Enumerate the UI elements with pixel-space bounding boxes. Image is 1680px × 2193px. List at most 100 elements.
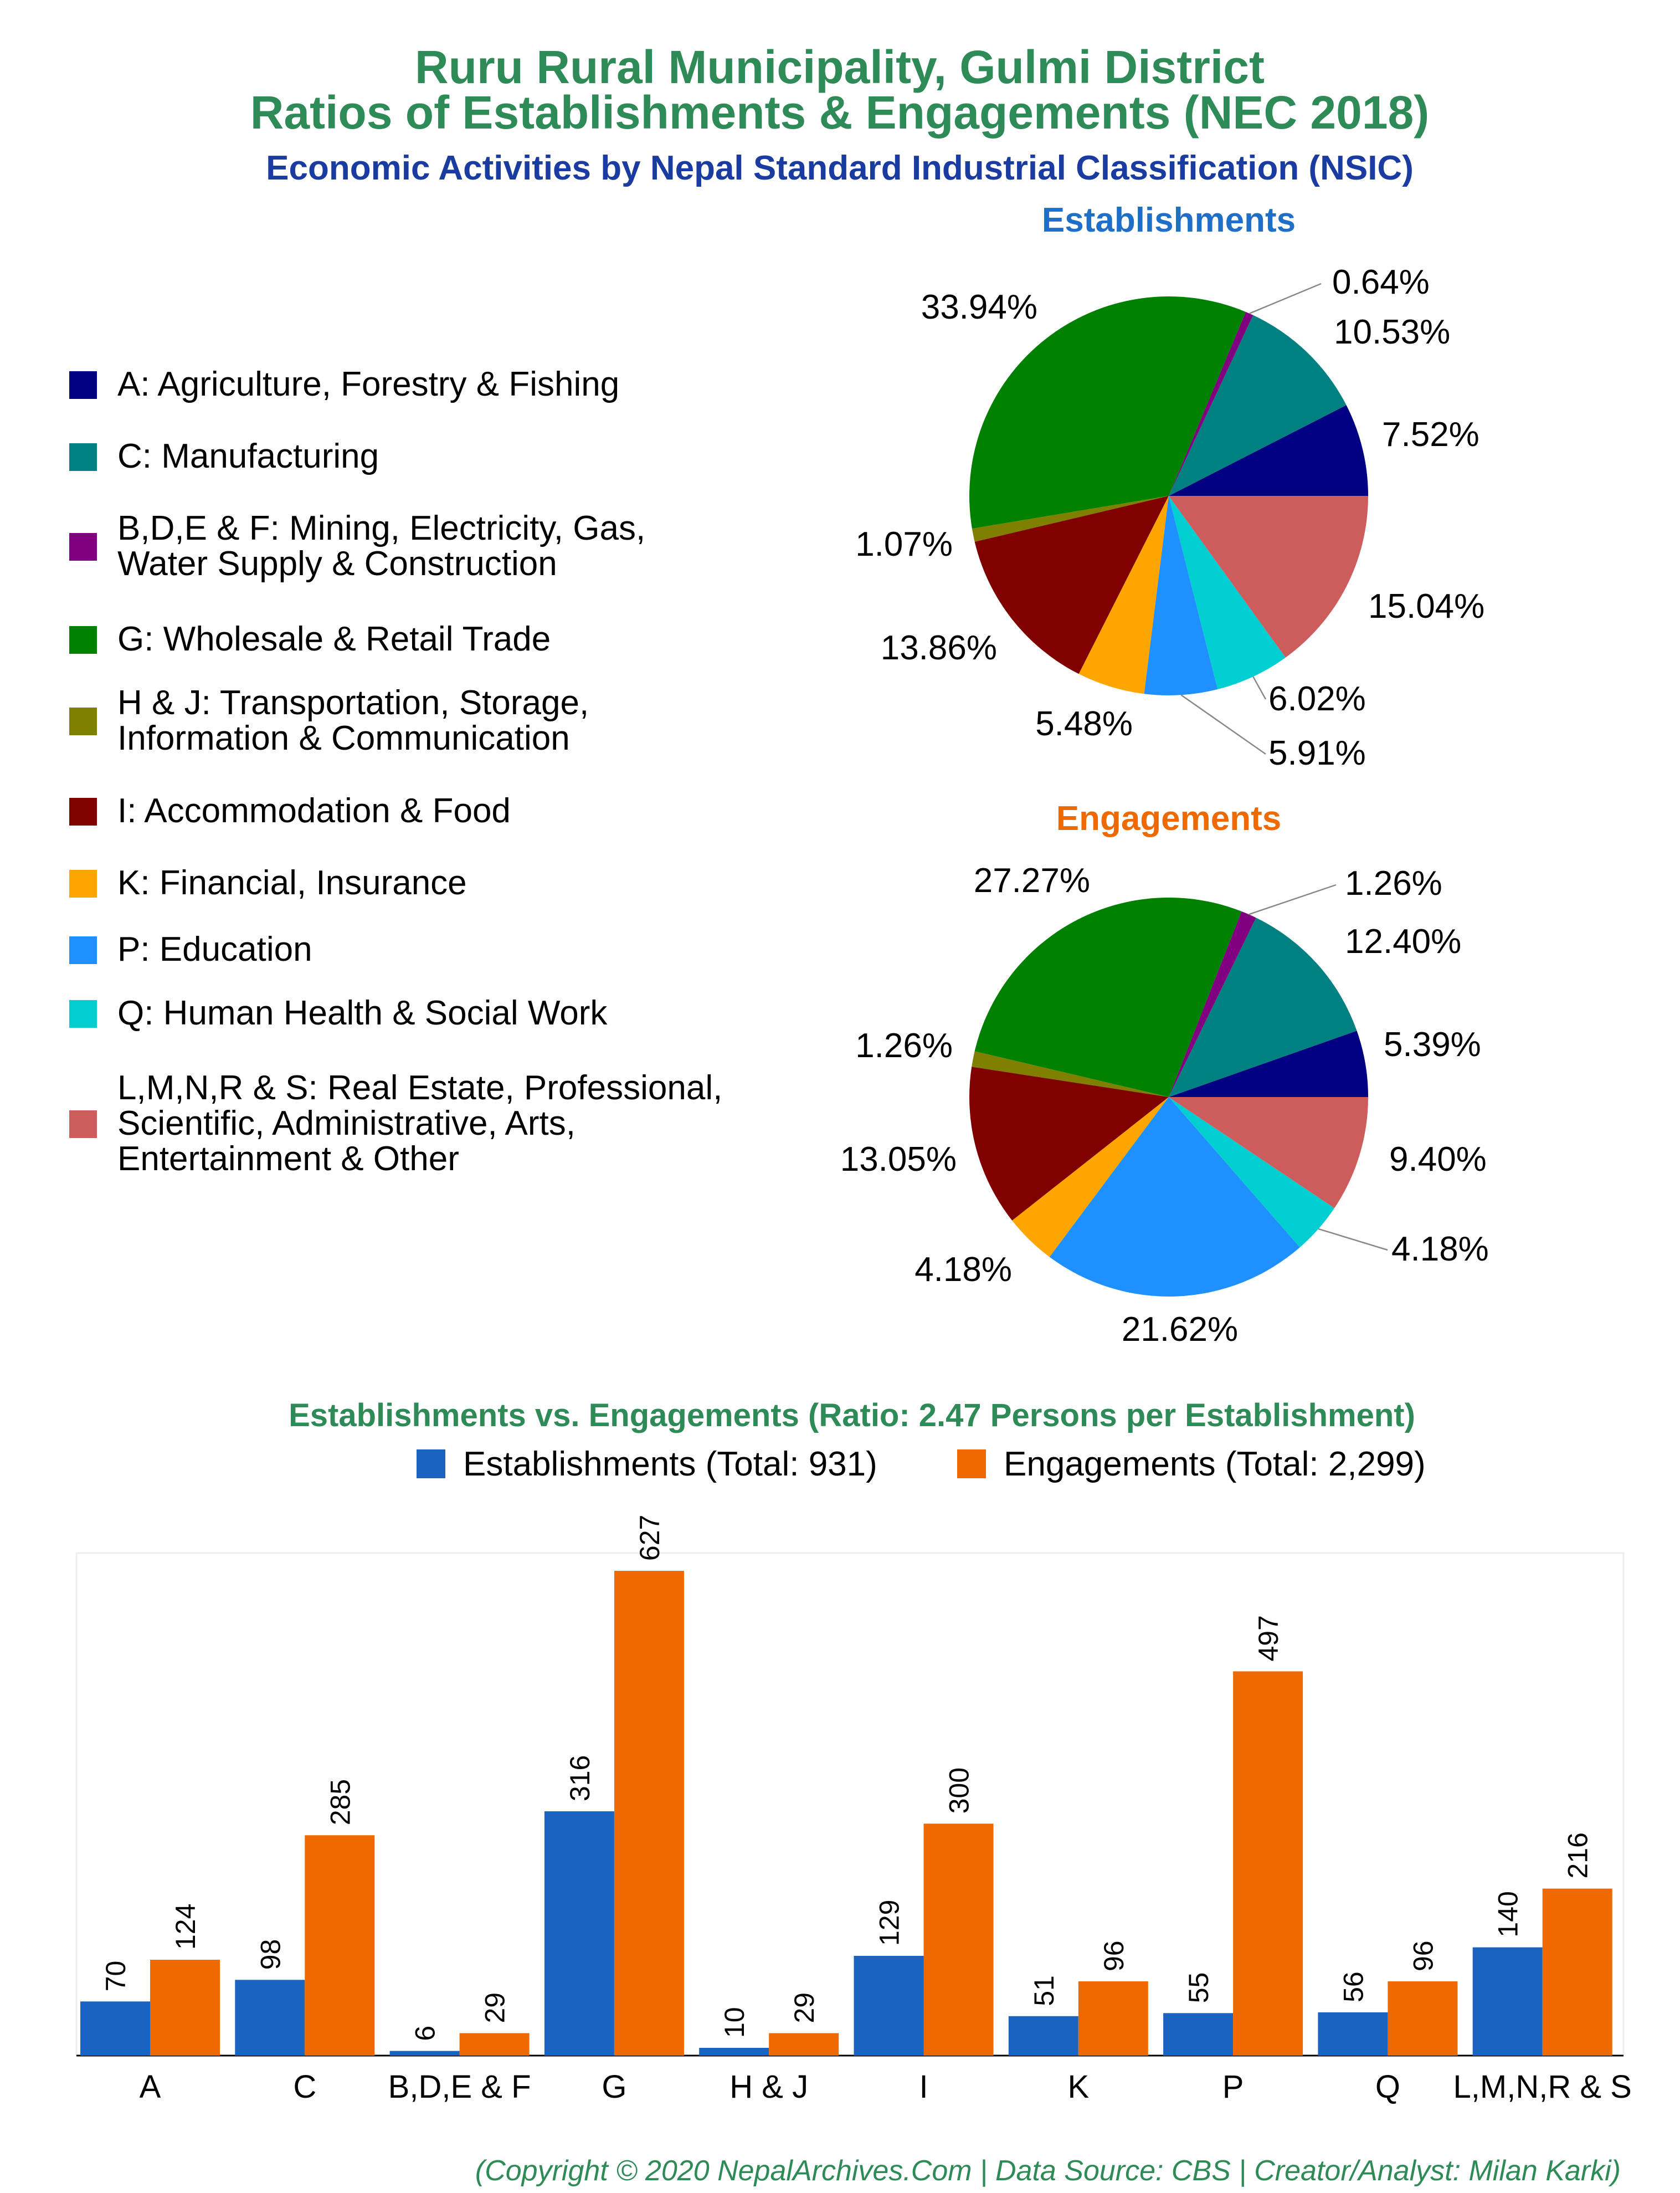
- pie-slice-g: [974, 897, 1242, 1097]
- legend-swatch: [69, 443, 97, 471]
- bar-value-label: 96: [1098, 1940, 1129, 1971]
- bar-establishments-l-m-n-r-s: [1472, 1947, 1543, 2056]
- legend-item-9: Q: Human Health & Social Work: [69, 994, 608, 1032]
- pie-slice-i: [974, 496, 1169, 674]
- bar-establishments-a: [80, 2001, 150, 2056]
- pie-slice-h-j: [972, 496, 1169, 542]
- bar-establishments-h-j: [699, 2048, 769, 2056]
- bar-value-label: 124: [170, 1904, 201, 1950]
- pie-slice-a: [1169, 405, 1368, 496]
- bar-establishments-g: [544, 1811, 614, 2056]
- footer-copyright: (Copyright © 2020 NepalArchives.Com | Da…: [475, 2155, 1621, 2187]
- legend-label: P: Education: [117, 930, 312, 969]
- pie-leader-line: [1180, 694, 1266, 755]
- pie-slice-k: [1078, 496, 1169, 694]
- legend-item-7: K: Financial, Insurance: [69, 864, 467, 902]
- legend-label: C: Manufacturing: [117, 437, 379, 475]
- legend-item-8: P: Education: [69, 930, 312, 969]
- pie-label-k: 5.48%: [1035, 705, 1133, 743]
- legend-item-6: I: Accommodation & Food: [69, 792, 511, 830]
- bar-value-label: 29: [789, 1992, 820, 2023]
- bar-value-label: 140: [1493, 1891, 1524, 1937]
- bar-value-label: 29: [480, 1992, 511, 2023]
- bar-establishments-c: [235, 1980, 305, 2056]
- pie-slice-p: [1144, 496, 1218, 695]
- bar-value-label: 497: [1253, 1615, 1284, 1661]
- bar-value-label: 51: [1029, 1975, 1060, 2006]
- pie-leader-line: [1249, 283, 1322, 314]
- legend-label: B,D,E & F: Mining, Electricity, Gas, Wate…: [117, 509, 645, 583]
- legend-item-3: B,D,E & F: Mining, Electricity, Gas, Wate…: [69, 509, 645, 583]
- pie-leader-line: [1318, 1228, 1388, 1251]
- legend-label: I: Accommodation & Food: [117, 792, 511, 830]
- bar-legend: Establishments (Total: 931) Engagements …: [417, 1445, 1426, 1483]
- legend-swatch: [69, 708, 97, 735]
- bar-chart-title: Establishments vs. Engagements (Ratio: 2…: [289, 1397, 1415, 1433]
- pie-slice-b-d-e-f: [1169, 911, 1256, 1097]
- pie-label-a: 5.39%: [1384, 1026, 1481, 1064]
- bar-value-label: 6: [410, 2026, 441, 2041]
- legend-label: A: Agriculture, Forestry & Fishing: [117, 365, 619, 403]
- pie-slice-c: [1169, 315, 1347, 496]
- pie-label-c: 10.53%: [1334, 313, 1450, 351]
- bar-value-label: 70: [100, 1961, 131, 1992]
- pie-leader-line: [1252, 676, 1267, 700]
- pie-establishments-title: Establishments: [1042, 201, 1296, 239]
- pie-chart-establishments: 7.52% 10.53% 0.64% 33.94% 1.07% 13.86% 5.48% 5.…: [855, 263, 1484, 772]
- category-legend: A: Agriculture, Forestry & Fishing C: Man…: [69, 365, 722, 1178]
- legend-label: K: Financial, Insurance: [117, 864, 467, 902]
- legend-swatch: [69, 533, 97, 561]
- pie-leader-line: [1249, 884, 1337, 915]
- legend-swatch: [69, 626, 97, 654]
- pie-slice-h-j: [972, 1051, 1169, 1097]
- chart-subtitle: Economic Activities by Nepal Standard In…: [266, 149, 1414, 187]
- pie-label-i: 13.86%: [881, 629, 997, 667]
- legend-item-10: L,M,N,R & S: Real Estate, Professional, S…: [69, 1069, 722, 1178]
- bar-value-label: 98: [255, 1939, 286, 1970]
- x-tick-label-h-j: H & J: [729, 2069, 808, 2105]
- pie-slice-k: [1012, 1097, 1169, 1257]
- bar-engagements-g: [614, 1571, 684, 2056]
- bar-value-label: 627: [634, 1515, 665, 1561]
- legend-swatch: [69, 371, 97, 399]
- pie-slice-q: [1169, 496, 1286, 690]
- pie-label-q: 4.18%: [1391, 1230, 1489, 1268]
- pie-label-h-j: 1.26%: [855, 1027, 953, 1065]
- legend-item-2: C: Manufacturing: [69, 437, 379, 475]
- legend-swatch: [69, 936, 97, 964]
- x-tick-label-p: P: [1222, 2069, 1244, 2105]
- pie-label-l-m-n-r-s: 15.04%: [1368, 587, 1484, 626]
- bar-engagements-i: [923, 1823, 994, 2056]
- pie-label-g: 27.27%: [974, 862, 1090, 900]
- bar-establishments-k: [1008, 2016, 1078, 2056]
- pie-label-a: 7.52%: [1382, 416, 1479, 454]
- bar-engagements-b-d-e-f: [459, 2033, 530, 2056]
- bar-value-label: 129: [874, 1900, 905, 1946]
- legend-label-engagements: Engagements (Total: 2,299): [1004, 1445, 1426, 1483]
- x-tick-label-k: K: [1067, 2069, 1089, 2105]
- bar-value-label: 300: [944, 1767, 975, 1813]
- bar-engagements-p: [1233, 1671, 1303, 2056]
- pie-slice-l-m-n-r-s: [1169, 496, 1368, 658]
- legend-label: G: Wholesale & Retail Trade: [117, 620, 551, 658]
- x-tick-label-g: G: [602, 2069, 626, 2105]
- pie-slice-l-m-n-r-s: [1169, 1097, 1368, 1208]
- bar-engagements-l-m-n-r-s: [1542, 1888, 1612, 2056]
- pie-label-c: 12.40%: [1345, 923, 1461, 961]
- bar-value-label: 96: [1407, 1940, 1438, 1971]
- bar-value-label: 216: [1563, 1832, 1594, 1878]
- legend-swatch: [69, 1000, 97, 1028]
- bar-establishments-q: [1318, 2012, 1388, 2056]
- pie-label-q: 6.02%: [1268, 680, 1366, 718]
- bar-establishments-i: [854, 1956, 924, 2056]
- pie-label-p: 21.62%: [1122, 1310, 1238, 1349]
- legend-label: H & J: Transportation, Storage, Informati…: [117, 684, 589, 757]
- bar-value-label: 56: [1338, 1971, 1369, 2002]
- pie-chart-engagements: 5.39% 12.40% 1.26% 27.27% 1.26% 13.05% 4.18% 21…: [840, 862, 1489, 1349]
- pie-label-b-d-e-f: 0.64%: [1332, 263, 1430, 301]
- legend-label: Q: Human Health & Social Work: [117, 994, 608, 1032]
- legend-swatch-establishments: [417, 1449, 445, 1478]
- pie-label-k: 4.18%: [915, 1251, 1012, 1289]
- bar-establishments-p: [1163, 2013, 1234, 2056]
